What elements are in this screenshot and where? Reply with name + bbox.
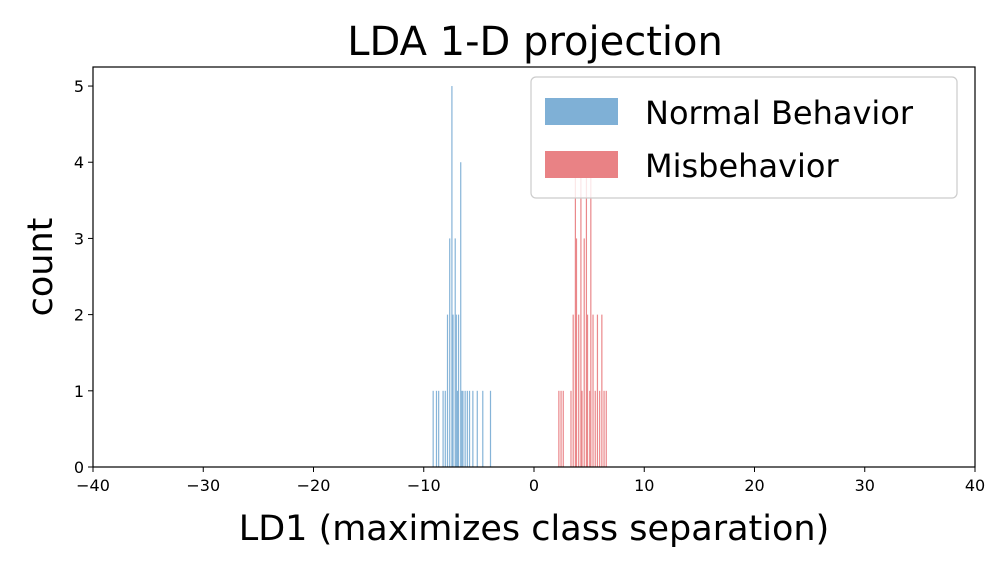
x-tick-label: 10 bbox=[634, 476, 654, 495]
y-tick-label: 0 bbox=[74, 458, 84, 477]
bar-misbehavior-6 bbox=[575, 238, 578, 467]
x-tick-label: −30 bbox=[186, 476, 220, 495]
bar-misbehavior-12 bbox=[586, 314, 589, 467]
y-tick-label: 1 bbox=[74, 382, 84, 401]
bar-normal-behavior-8 bbox=[452, 314, 454, 467]
x-tick-label: 40 bbox=[965, 476, 985, 495]
bar-normal-behavior-10 bbox=[455, 314, 457, 467]
bar-misbehavior-15 bbox=[592, 314, 594, 467]
bar-normal-behavior-15 bbox=[462, 390, 464, 467]
y-tick-label: 5 bbox=[74, 77, 84, 96]
bar-misbehavior-13 bbox=[589, 390, 591, 467]
x-tick-label: 20 bbox=[744, 476, 764, 495]
y-axis-label: count bbox=[21, 218, 61, 317]
x-axis: −40 −30 −20 −10 0 10 20 30 40 bbox=[76, 467, 985, 495]
legend-label-misbehavior: Misbehavior bbox=[645, 147, 839, 185]
bar-normal-behavior-21 bbox=[482, 390, 484, 467]
bar-normal-behavior-5 bbox=[446, 314, 449, 467]
bar-misbehavior-16 bbox=[594, 390, 596, 467]
bar-normal-behavior-19 bbox=[472, 390, 474, 467]
bar-normal-behavior-2 bbox=[438, 390, 440, 467]
bar-normal-behavior-12 bbox=[457, 314, 460, 467]
y-tick-label: 4 bbox=[74, 153, 84, 172]
bar-misbehavior-9 bbox=[581, 390, 583, 467]
chart-title: LDA 1-D projection bbox=[347, 19, 723, 65]
bar-misbehavior-4 bbox=[572, 314, 574, 467]
bar-misbehavior-21 bbox=[605, 390, 607, 467]
bar-normal-behavior-11 bbox=[456, 390, 459, 467]
legend-swatch-misbehavior bbox=[545, 151, 618, 178]
bar-normal-behavior-9 bbox=[454, 238, 456, 467]
bar-misbehavior-1 bbox=[560, 390, 562, 467]
legend-frame bbox=[530, 76, 958, 199]
bar-misbehavior-20 bbox=[603, 390, 605, 467]
plot-area bbox=[432, 86, 607, 468]
x-tick-label: 30 bbox=[855, 476, 875, 495]
bar-normal-behavior-3 bbox=[442, 390, 444, 467]
y-axis: 0 1 2 3 4 5 bbox=[74, 77, 93, 477]
bar-normal-behavior-22 bbox=[489, 390, 492, 467]
bar-misbehavior-7 bbox=[578, 314, 580, 467]
bar-misbehavior-11 bbox=[585, 162, 588, 468]
bar-misbehavior-8 bbox=[580, 162, 582, 468]
bar-misbehavior-17 bbox=[596, 314, 599, 467]
bar-normal-behavior-6 bbox=[449, 238, 451, 467]
bar-normal-behavior-14 bbox=[461, 390, 463, 467]
bar-normal-behavior-20 bbox=[476, 390, 478, 467]
y-tick-label: 2 bbox=[74, 306, 84, 325]
bar-normal-behavior-1 bbox=[435, 390, 438, 467]
x-tick-label: −40 bbox=[76, 476, 110, 495]
bar-normal-behavior-16 bbox=[464, 390, 466, 467]
bar-normal-behavior-7 bbox=[451, 86, 453, 468]
bar-normal-behavior-17 bbox=[466, 390, 468, 467]
bar-misbehavior-0 bbox=[558, 390, 560, 467]
legend: Normal Behavior Misbehavior bbox=[530, 76, 958, 199]
bar-normal-behavior-13 bbox=[460, 162, 462, 468]
bar-misbehavior-19 bbox=[601, 314, 603, 467]
bar-misbehavior-2 bbox=[562, 390, 564, 467]
x-tick-label: −10 bbox=[407, 476, 441, 495]
bar-misbehavior-3 bbox=[570, 390, 572, 467]
legend-swatch-normal-behavior bbox=[545, 98, 618, 125]
bar-misbehavior-10 bbox=[583, 238, 585, 467]
bar-normal-behavior-0 bbox=[432, 390, 434, 467]
bar-normal-behavior-18 bbox=[468, 390, 471, 467]
bar-normal-behavior-4 bbox=[444, 390, 446, 467]
bar-misbehavior-14 bbox=[590, 162, 592, 468]
x-tick-label: 0 bbox=[529, 476, 539, 495]
x-tick-label: −20 bbox=[297, 476, 331, 495]
x-axis-label: LD1 (maximizes class separation) bbox=[239, 509, 830, 549]
y-tick-label: 3 bbox=[74, 229, 84, 248]
bar-misbehavior-5 bbox=[574, 162, 576, 468]
legend-label-normal-behavior: Normal Behavior bbox=[645, 94, 914, 132]
bar-misbehavior-18 bbox=[599, 390, 601, 467]
